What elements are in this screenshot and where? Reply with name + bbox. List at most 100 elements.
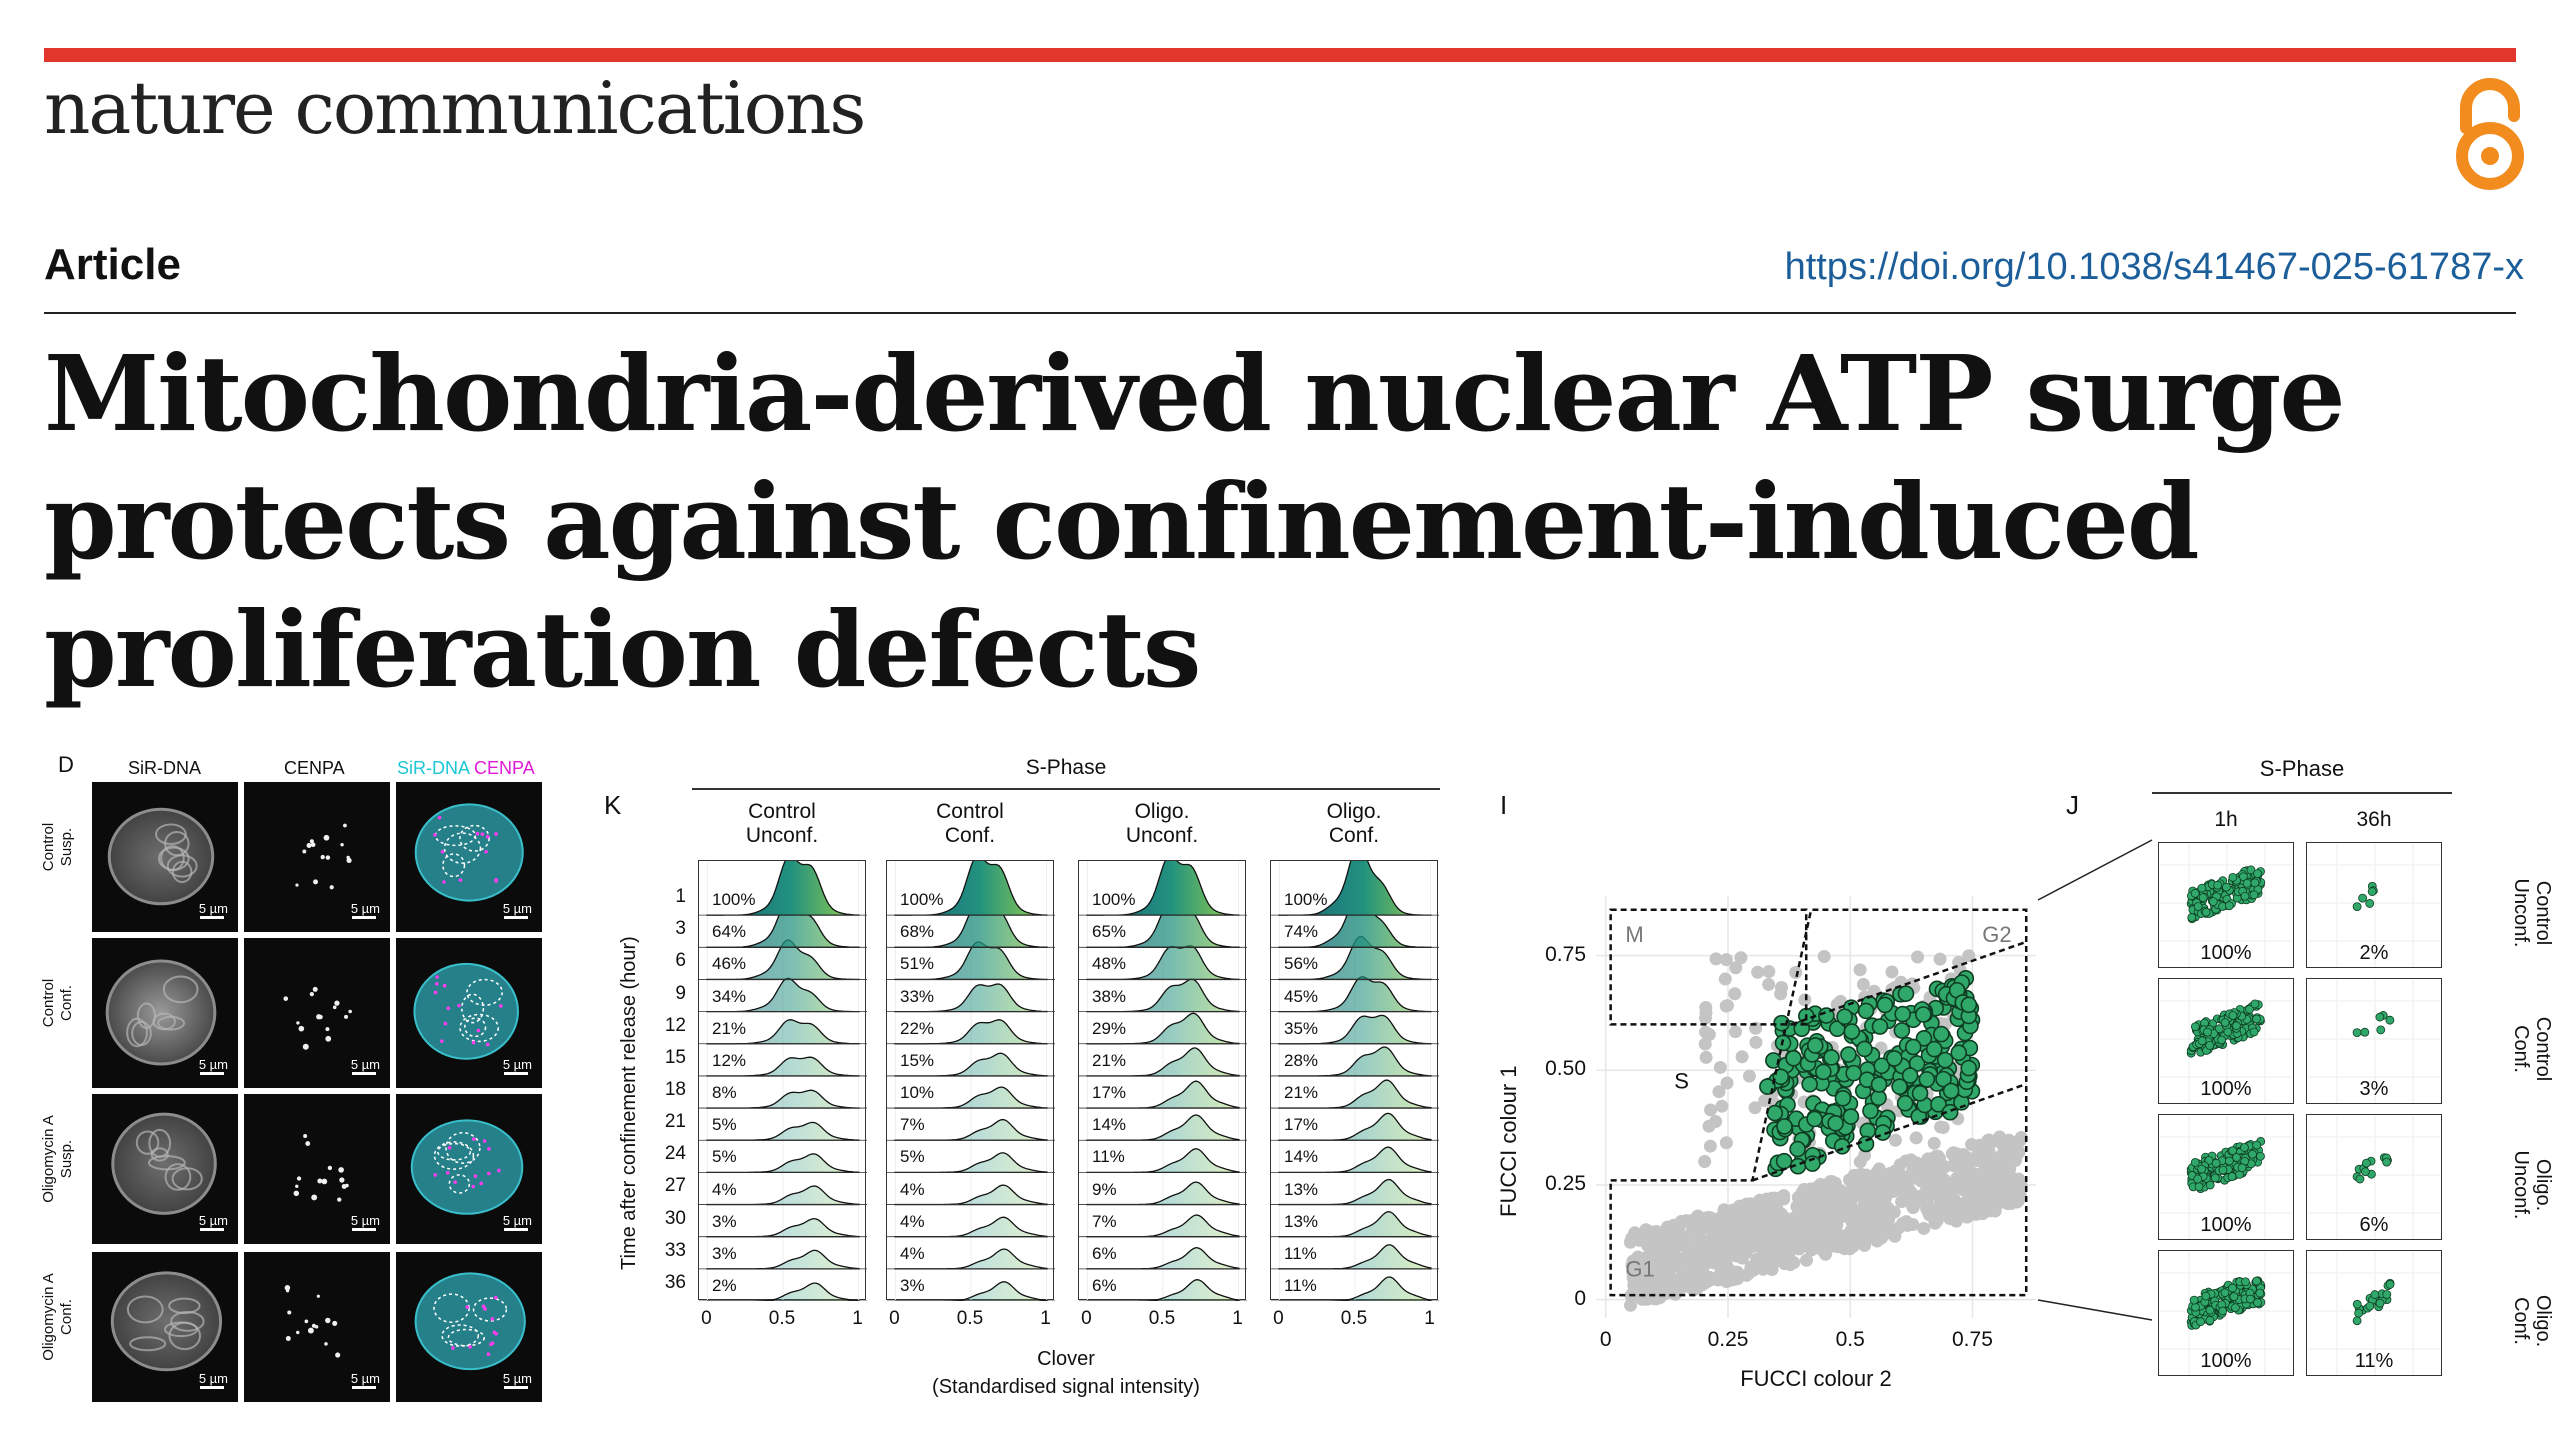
micro-image: 5 µm xyxy=(92,1094,238,1244)
panel-i-plot-area: M G2 S G1 xyxy=(1596,896,2036,1318)
panel-k-percentage: 12% xyxy=(712,1050,747,1070)
panel-k-percentage: 3% xyxy=(712,1243,737,1263)
panel-d-row-label-line2: Susp. xyxy=(58,1139,75,1179)
nucleus-image xyxy=(283,986,376,1075)
panel-k-column-title-line1: Control xyxy=(936,800,1004,823)
panel-k-percentage: 6% xyxy=(1092,1243,1117,1263)
open-access-lock-icon xyxy=(2456,78,2524,190)
panel-k-x-tick: 1 xyxy=(1232,1308,1243,1329)
panel-j-mini-plot xyxy=(2307,843,2441,967)
panel-k-ridges xyxy=(887,854,1055,1302)
panel-k-panel xyxy=(886,854,1055,1302)
nucleus-image xyxy=(107,807,224,919)
panel-j-row-label-line2: Conf. xyxy=(2510,1297,2532,1345)
panel-k-percentage: 68% xyxy=(900,922,935,942)
panel-i-region-label: G1 xyxy=(1625,1257,1654,1282)
panel-k-x-tick: 0 xyxy=(1273,1308,1284,1329)
panel-k-percentage: 56% xyxy=(1284,954,1319,974)
panel-i-y-tick: 0.75 xyxy=(1545,942,1586,966)
panel-k-hour-label: 30 xyxy=(664,1207,686,1229)
panel-i-letter: I xyxy=(1500,790,1508,820)
panel-k-hour-label: 9 xyxy=(675,982,686,1004)
panel-k-ylabel: Time after confinement release (hour) xyxy=(618,936,640,1270)
panel-k-x-tick: 0.5 xyxy=(956,1308,984,1329)
panel-k-hour-label: 6 xyxy=(675,950,686,972)
panel-d-row-label-line1: Oligomycin A xyxy=(40,1273,57,1361)
panel-k-xlabel-sub: (Standardised signal intensity) xyxy=(932,1376,1200,1398)
panel-k-percentage: 51% xyxy=(900,954,935,974)
panel-j-row-label-line2: Unconf. xyxy=(2510,1150,2532,1220)
panel-k-x-tick: 1 xyxy=(1040,1308,1051,1329)
panel-k-hour-label: 21 xyxy=(664,1111,686,1133)
panel-j-cell: 11% xyxy=(2306,1250,2442,1376)
panel-d-col-sirdna: SiR-DNA xyxy=(128,758,202,778)
panel-j-percentage: 2% xyxy=(2359,942,2389,964)
panel-k-percentage: 22% xyxy=(900,1018,935,1038)
panel-k-percentage: 17% xyxy=(1092,1083,1127,1103)
panel-k-x-tick: 0.5 xyxy=(768,1308,796,1329)
panel-j-row-label-line1: Oligo. xyxy=(2532,1158,2554,1212)
panel-j-cell: 100% xyxy=(2158,1250,2294,1376)
panel-j-phase-rule xyxy=(2152,792,2452,794)
panel-k-phase-rule xyxy=(692,788,1440,790)
panel-k-percentage: 8% xyxy=(712,1083,737,1103)
panel-i-region-label: G2 xyxy=(1982,922,2011,947)
micro-image: 5 µm xyxy=(244,1094,390,1244)
micro-image: 5 µm xyxy=(396,1252,542,1402)
panel-k-percentage: 7% xyxy=(900,1115,925,1135)
panel-k-percentage: 14% xyxy=(1092,1115,1127,1135)
panel-j-cell: 2% xyxy=(2306,842,2442,968)
panel-j-row-label: Control Conf. xyxy=(2494,986,2554,1112)
panel-k-hour-label: 3 xyxy=(675,918,686,940)
panel-d-row-label-line2: Conf. xyxy=(58,985,75,1021)
panel-k-percentage: 11% xyxy=(1092,1147,1125,1167)
panel-j-percentage: 11% xyxy=(2354,1350,2394,1372)
panel-k-ridges xyxy=(1271,844,1439,1302)
nucleus-image xyxy=(414,803,528,919)
panel-k-x-tick: 0 xyxy=(701,1308,712,1329)
panel-k-percentage: 6% xyxy=(1092,1276,1117,1295)
panel-k-percentage: 2% xyxy=(712,1276,737,1295)
panel-k-column-title: Oligo. Conf. xyxy=(1270,800,1438,848)
micro-image: 5 µm xyxy=(92,938,238,1088)
panel-j-cell: 3% xyxy=(2306,978,2442,1104)
panel-k-percentage: 13% xyxy=(1284,1179,1319,1199)
panel-j-column-title: 36h xyxy=(2356,808,2392,831)
nucleus-image xyxy=(293,1133,376,1231)
scale-bar-label: 5 µm xyxy=(350,1057,380,1072)
micro-image: 5 µm xyxy=(396,1094,542,1244)
panel-j-row-label-line1: Control xyxy=(2532,880,2554,946)
panel-j-row-label: Oligo. Conf. xyxy=(2494,1258,2554,1384)
title-line-3: proliferation defects xyxy=(44,588,1201,711)
panel-i-x-tick: 0.5 xyxy=(1835,1328,1865,1351)
panel-j-mini-plot xyxy=(2307,1115,2441,1239)
panel-k-percentage: 100% xyxy=(712,890,756,910)
scale-bar-label: 5 µm xyxy=(198,901,228,916)
panel-k-column-title-line2: Unconf. xyxy=(745,824,819,847)
panel-k-percentage: 11% xyxy=(1284,1243,1317,1263)
panel-k-column-title-line1: Oligo. xyxy=(1326,800,1382,823)
panel-d-row-label-line1: Control xyxy=(40,978,57,1028)
panel-d-col-merge: SiR-DNA CENPA xyxy=(397,758,535,779)
panel-j-row-label-line1: Control xyxy=(2532,1016,2554,1082)
micro-image: 5 µm xyxy=(244,938,390,1088)
panel-k-column-title: Control Conf. xyxy=(886,800,1054,848)
panel-k-percentage: 48% xyxy=(1092,954,1127,974)
panel-k-percentage: 28% xyxy=(1284,1050,1319,1070)
panel-k-hour-label: 36 xyxy=(664,1271,686,1293)
scale-bar-label: 5 µm xyxy=(502,1057,532,1072)
panel-j-mini-plot xyxy=(2159,1251,2293,1375)
panel-k-hour-label: 18 xyxy=(664,1079,686,1100)
panel-j-cell: 100% xyxy=(2158,1114,2294,1240)
panel-i-xlabel: FUCCI colour 2 xyxy=(1740,1366,1892,1391)
panel-k-panel xyxy=(1270,844,1439,1302)
panel-k-percentage: 17% xyxy=(1284,1115,1319,1135)
doi-link[interactable]: https://doi.org/10.1038/s41467-025-61787… xyxy=(1784,246,2524,288)
panel-j-row-label-line2: Unconf. xyxy=(2510,878,2532,948)
panel-k-percentage: 34% xyxy=(712,986,747,1006)
zoom-connector xyxy=(2037,839,2153,1321)
journal-name[interactable]: nature communications xyxy=(44,66,866,150)
scale-bar-label: 5 µm xyxy=(502,901,532,916)
panel-k-percentage: 35% xyxy=(1284,1018,1319,1038)
panel-k-percentage: 33% xyxy=(900,986,935,1006)
